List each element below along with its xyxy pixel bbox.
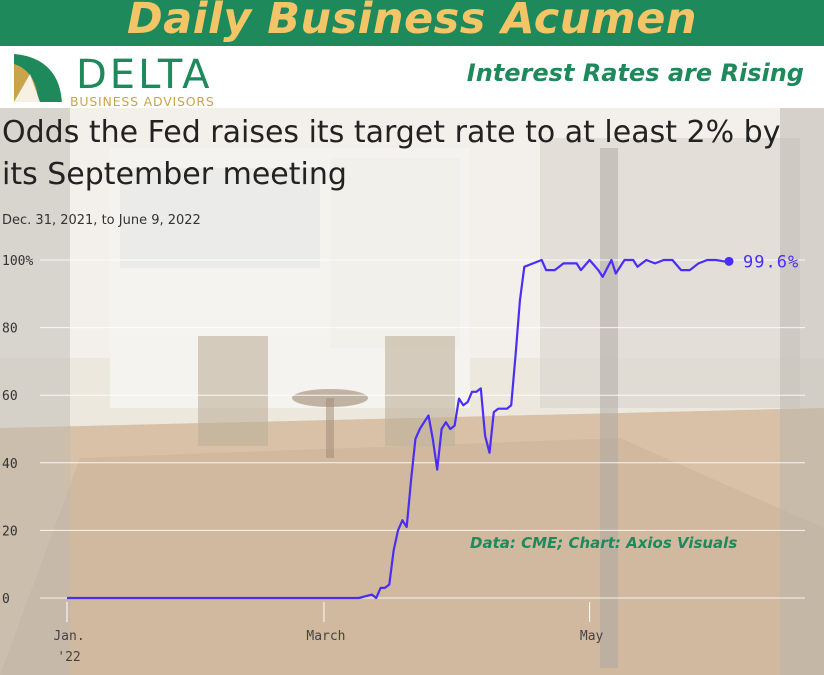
top-banner: Daily Business Acumen — [0, 0, 824, 46]
x-tick-label: March — [306, 629, 345, 644]
logo-wordmark: DELTA — [76, 52, 213, 98]
y-tick-label: 80 — [2, 322, 18, 337]
x-tick-label: May — [580, 629, 604, 644]
y-tick-label: 40 — [2, 457, 18, 472]
brand-bar: DELTA BUSINESS ADVISORS Interest Rates a… — [0, 46, 824, 109]
y-tick-label: 20 — [2, 524, 18, 539]
end-value-label: 99.6% — [743, 252, 799, 272]
series-line — [67, 258, 729, 600]
y-tick-label: 100% — [2, 254, 33, 269]
y-tick-label: 0 — [2, 592, 10, 607]
x-tick-label-year: '22 — [57, 650, 80, 665]
chart-source: Data: CME; Chart: Axios Visuals — [470, 534, 738, 552]
delta-triangle-icon — [14, 54, 62, 102]
topic-heading: Interest Rates are Rising — [466, 59, 804, 87]
logo-subtitle: BUSINESS ADVISORS — [70, 94, 215, 109]
y-tick-label: 60 — [2, 389, 18, 404]
office-photo-background — [0, 108, 824, 675]
chart-title: Odds the Fed raises its target rate to a… — [2, 115, 781, 192]
end-point-marker — [724, 256, 734, 266]
x-tick-label: Jan. — [53, 629, 84, 644]
delta-logo: DELTA BUSINESS ADVISORS — [10, 52, 240, 109]
chart-subtitle: Dec. 31, 2021, to June 9, 2022 — [2, 213, 201, 228]
banner-title: Daily Business Acumen — [127, 0, 697, 44]
